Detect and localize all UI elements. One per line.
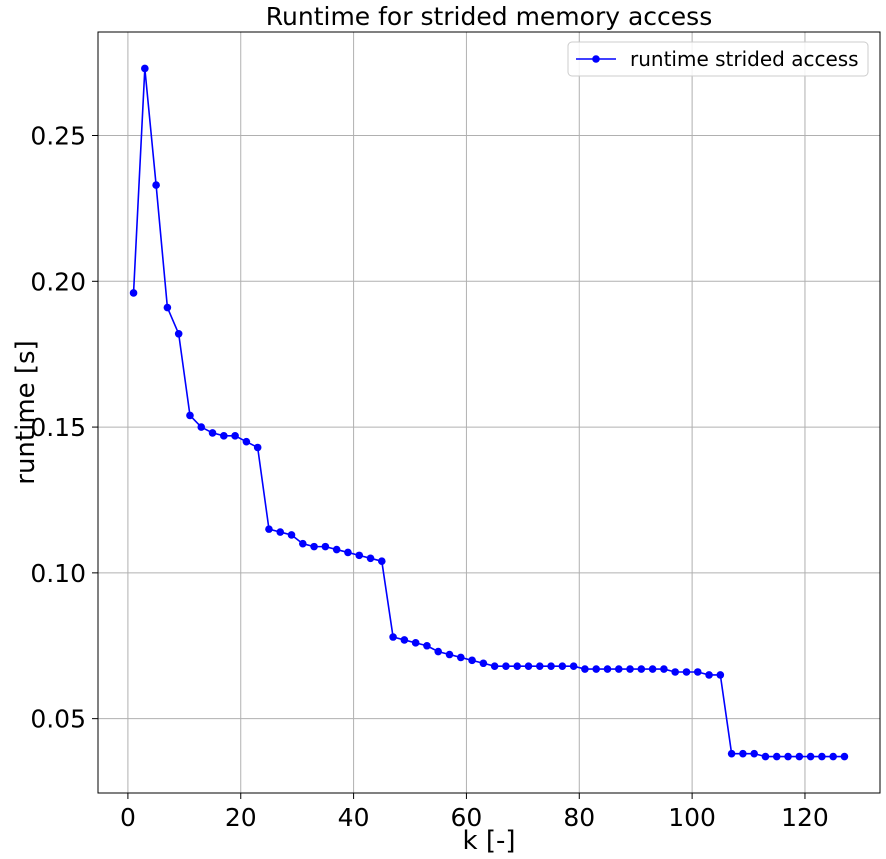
x-tick-label: 120 <box>781 803 829 832</box>
data-point <box>592 665 601 673</box>
data-point <box>693 668 702 676</box>
legend: runtime strided access <box>567 41 869 77</box>
data-point <box>614 665 623 673</box>
data-point <box>231 432 239 440</box>
data-point <box>682 668 691 676</box>
data-point <box>299 539 307 548</box>
data-point <box>806 752 815 761</box>
data-point <box>468 656 476 665</box>
grid <box>98 32 880 793</box>
data-point <box>220 432 228 440</box>
y-tick-label: 0.05 <box>30 705 86 734</box>
x-tick-label: 80 <box>563 803 595 832</box>
data-point <box>581 665 589 673</box>
data-point <box>750 749 758 758</box>
legend-marker <box>592 55 600 63</box>
data-point <box>152 181 160 189</box>
y-tick-label: 0.15 <box>30 413 86 442</box>
data-point <box>479 659 488 668</box>
data-point <box>637 665 646 673</box>
data-point <box>456 653 465 662</box>
y-tick-label: 0.20 <box>30 267 86 296</box>
data-point <box>208 429 217 437</box>
x-tick-label: 40 <box>338 803 370 832</box>
data-point <box>445 650 454 659</box>
x-tick-label: 60 <box>451 803 483 832</box>
data-point <box>332 545 341 554</box>
data-point <box>355 551 364 560</box>
data-point <box>321 542 330 551</box>
legend-box <box>567 41 869 77</box>
y-tick-label: 0.10 <box>30 559 86 588</box>
data-point <box>716 671 725 679</box>
data-point <box>761 752 770 761</box>
data-point <box>163 303 172 312</box>
data-point <box>795 752 804 761</box>
data-point <box>558 662 567 670</box>
data-point <box>423 641 431 650</box>
data-point <box>772 752 781 761</box>
chart-title: Runtime for strided memory access <box>266 2 712 31</box>
data-point <box>310 542 318 551</box>
data-point <box>829 752 837 761</box>
data-point <box>253 443 262 452</box>
data-point <box>141 64 149 73</box>
data-point <box>603 665 612 673</box>
data-point <box>502 662 510 670</box>
data-point <box>366 554 375 563</box>
x-tick-label: 100 <box>668 803 716 832</box>
data-point <box>197 423 206 431</box>
axis-ticks: 0 20 40 60 80 100 120 0.05 0.10 0.15 0.20 0.25 <box>30 122 828 832</box>
legend-label: runtime strided access <box>630 47 859 71</box>
data-point <box>727 749 736 758</box>
data-point <box>705 671 713 679</box>
plot-area-frame <box>97 31 881 794</box>
data-point <box>784 752 792 761</box>
data-point <box>569 662 578 670</box>
data-point <box>411 639 420 647</box>
data-point <box>490 662 499 670</box>
data-point <box>174 329 183 338</box>
data-point <box>186 411 194 420</box>
data-point <box>344 548 352 557</box>
data-point <box>626 665 634 673</box>
data-point <box>434 647 443 656</box>
data-point <box>276 528 285 536</box>
x-tick-label: 0 <box>120 803 136 832</box>
y-axis-title: runtime [s] <box>11 340 41 485</box>
data-point <box>660 665 668 673</box>
data-point <box>389 633 397 641</box>
data-point <box>818 752 826 761</box>
data-point <box>840 752 849 761</box>
data-point <box>648 665 657 673</box>
data-point <box>547 662 555 670</box>
data-point <box>513 662 522 670</box>
x-tick-label: 20 <box>225 803 257 832</box>
x-axis-title: k [-] <box>463 826 516 856</box>
data-point <box>524 662 533 670</box>
data-point <box>400 636 409 644</box>
data-point <box>535 662 544 670</box>
data-point <box>377 557 386 566</box>
data-point <box>265 525 273 533</box>
data-point <box>242 437 251 446</box>
y-tick-label: 0.25 <box>30 122 86 151</box>
data-point <box>739 749 747 758</box>
series-line <box>132 68 845 758</box>
data-point <box>287 531 296 539</box>
data-point <box>671 668 679 676</box>
data-point <box>129 289 138 297</box>
series-group <box>129 64 849 761</box>
